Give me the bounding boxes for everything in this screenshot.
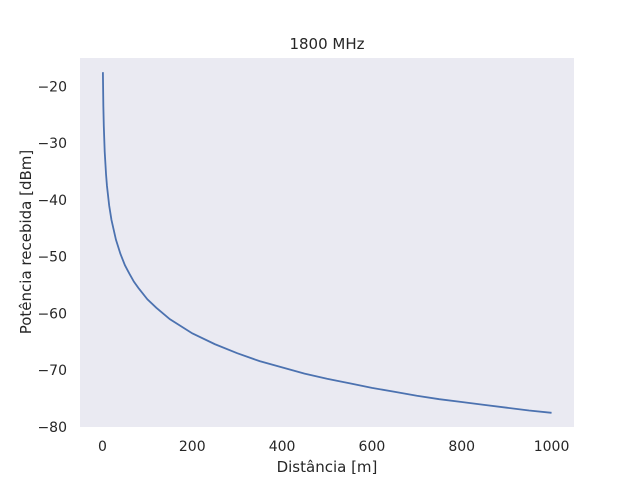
series-line <box>102 72 552 414</box>
y-axis-title: Potência recebida [dBm] <box>17 150 35 335</box>
y-tick-label: −40 <box>37 193 67 209</box>
x-axis-title: Distância [m] <box>277 458 378 476</box>
plot-background <box>80 58 574 427</box>
x-ticks: 0 200 400 600 800 1000 <box>98 439 569 455</box>
x-tick-label: 1000 <box>534 439 570 455</box>
x-tick-label: 200 <box>179 439 206 455</box>
x-tick-label: 800 <box>448 439 475 455</box>
y-tick-label: −20 <box>37 79 67 95</box>
y-tick-label: −50 <box>37 250 67 266</box>
x-tick-label: 400 <box>269 439 296 455</box>
chart-title: 1800 MHz <box>289 35 364 53</box>
y-ticks: −80 −70 −60 −50 −40 −30 −20 <box>37 79 67 436</box>
x-tick-label: 0 <box>98 439 107 455</box>
y-tick-label: −60 <box>37 306 67 322</box>
y-tick-label: −70 <box>37 363 67 379</box>
x-tick-label: 600 <box>359 439 386 455</box>
y-tick-label: −80 <box>37 420 67 436</box>
y-tick-label: −30 <box>37 136 67 152</box>
